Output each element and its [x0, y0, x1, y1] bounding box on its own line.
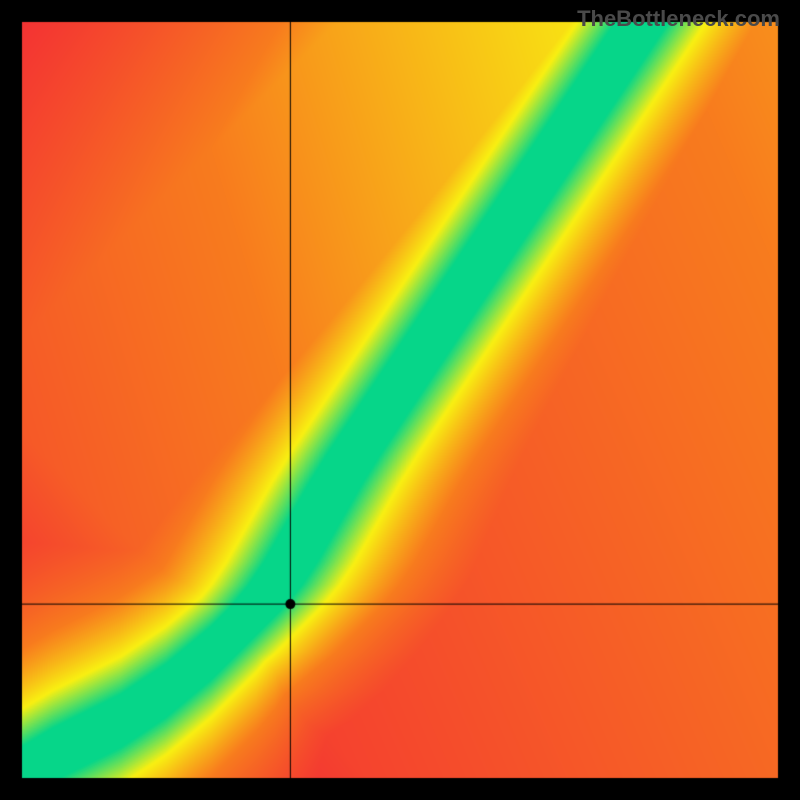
watermark-text: TheBottleneck.com — [577, 6, 780, 32]
bottleneck-heatmap — [0, 0, 800, 800]
chart-container: TheBottleneck.com — [0, 0, 800, 800]
